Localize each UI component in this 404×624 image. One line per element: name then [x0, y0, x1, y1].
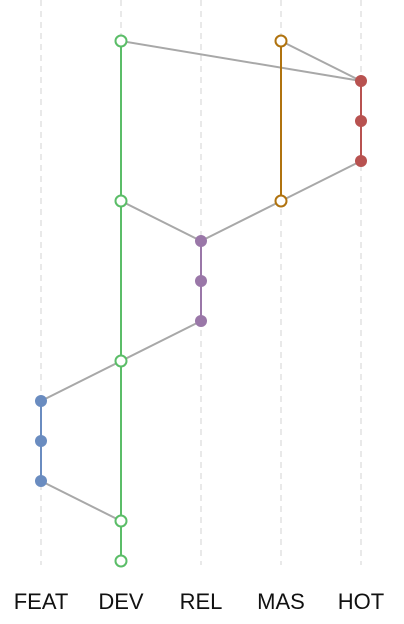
lane-label-feat: FEAT — [14, 589, 69, 614]
commit-node-c16[interactable] — [116, 556, 127, 567]
commit-node-c12[interactable] — [35, 395, 47, 407]
lane-label-rel: REL — [180, 589, 223, 614]
commit-node-c2[interactable] — [276, 36, 287, 47]
commit-node-c9[interactable] — [195, 275, 207, 287]
commit-node-c11[interactable] — [116, 356, 127, 367]
commit-node-c6[interactable] — [116, 196, 127, 207]
merge-edge-c5-c7 — [281, 161, 361, 201]
commit-node-c3[interactable] — [355, 75, 367, 87]
commit-node-c13[interactable] — [35, 435, 47, 447]
merge-edge-c7-c8 — [201, 201, 281, 241]
lane-label-hot: HOT — [338, 589, 384, 614]
commit-node-c10[interactable] — [195, 315, 207, 327]
merge-edge-c6-c8 — [121, 201, 201, 241]
merge-edge-c11-c12 — [41, 361, 121, 401]
branch-edges — [41, 41, 361, 561]
commit-node-c5[interactable] — [355, 155, 367, 167]
lane-labels: FEAT DEV REL MAS HOT — [14, 589, 385, 614]
merge-edge-c1-c3 — [121, 41, 361, 81]
commit-node-c8[interactable] — [195, 235, 207, 247]
commit-node-c1[interactable] — [116, 36, 127, 47]
lane-label-mas: MAS — [257, 589, 305, 614]
commit-node-c14[interactable] — [35, 475, 47, 487]
commit-node-c4[interactable] — [355, 115, 367, 127]
commit-node-c15[interactable] — [116, 516, 127, 527]
merge-edge-c14-c15 — [41, 481, 121, 521]
commit-node-c7[interactable] — [276, 196, 287, 207]
lane-label-dev: DEV — [98, 589, 144, 614]
merge-edge-c10-c11 — [121, 321, 201, 361]
